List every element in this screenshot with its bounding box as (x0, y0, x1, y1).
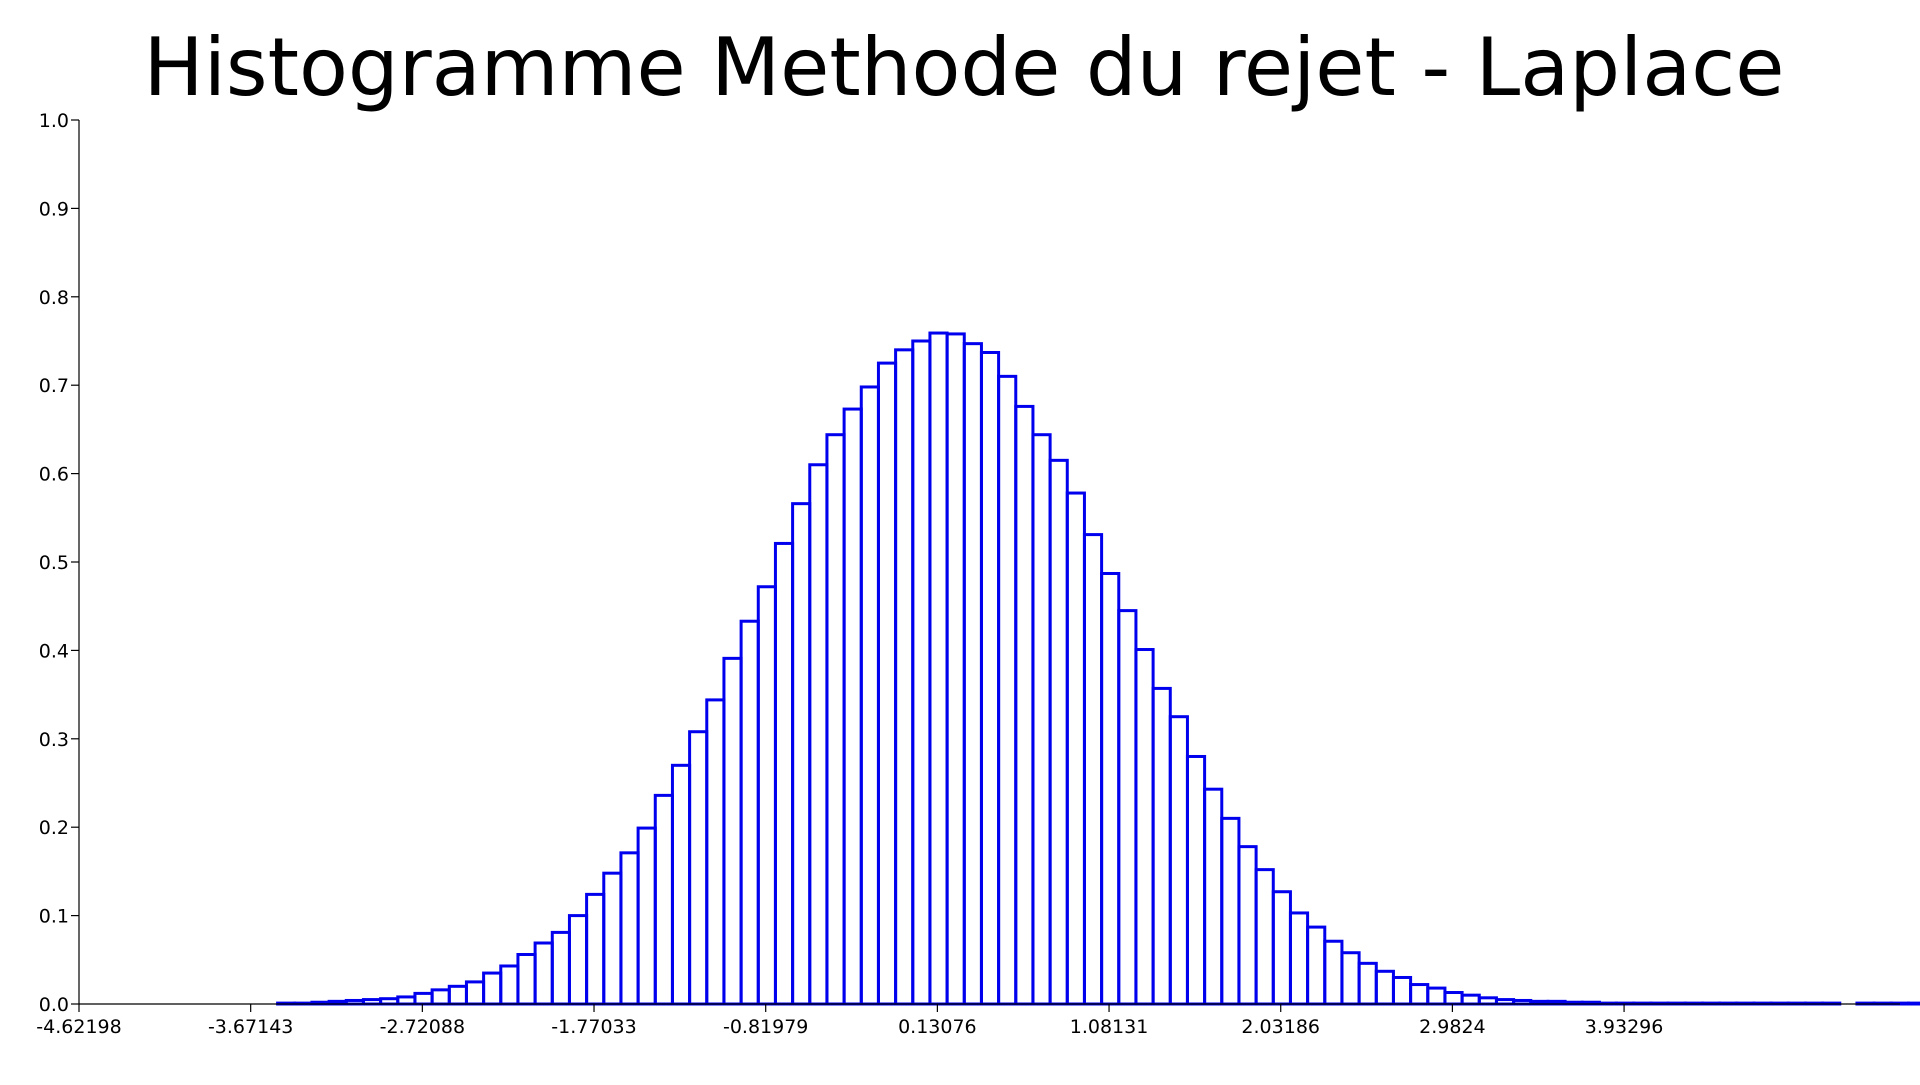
histogram-bar (842, 407, 863, 1006)
histogram-bar (739, 619, 760, 1006)
histogram-bar (1374, 969, 1395, 1006)
histogram-bar (1443, 991, 1464, 1006)
x-tick-label: -0.81979 (723, 1016, 808, 1038)
histogram-bar (894, 348, 915, 1006)
histogram-bar (499, 964, 520, 1006)
histogram-bar (396, 995, 417, 1006)
histogram-bar (670, 763, 692, 1006)
histogram-bar (1134, 648, 1155, 1006)
axes-group (78, 120, 1900, 1005)
x-tick-label: -2.72088 (380, 1016, 465, 1038)
histogram-bar (1409, 983, 1430, 1006)
histogram-bar (705, 698, 726, 1006)
histogram-bar (1906, 1001, 1920, 1006)
y-tick-label: 0.2 (39, 817, 69, 839)
x-tick-label: -3.67143 (208, 1016, 293, 1038)
histogram-bar (447, 984, 468, 1006)
histogram-bar (962, 342, 983, 1006)
histogram-bar (1323, 939, 1344, 1006)
y-tick-label: 0.7 (39, 375, 69, 397)
histogram-bar (825, 433, 846, 1006)
histogram-bar (413, 991, 434, 1006)
histogram-bar (722, 656, 743, 1006)
x-tick-label: 1.08131 (1070, 1016, 1149, 1038)
histogram-bar (1271, 890, 1292, 1006)
histogram-bar (1340, 951, 1361, 1006)
histogram-bar (464, 980, 486, 1006)
histogram-bar (773, 541, 795, 1006)
histogram-bar (928, 331, 949, 1006)
histogram-bar (1460, 993, 1481, 1006)
histogram-bar (1477, 996, 1498, 1006)
x-tick-label: -4.62198 (36, 1016, 121, 1038)
histogram-bar (1426, 986, 1447, 1006)
histogram-bar (911, 339, 932, 1006)
y-tick-label: 0.9 (39, 198, 69, 220)
histogram-bar (945, 332, 966, 1006)
histogram-bar (1048, 458, 1069, 1006)
histogram-bar (997, 374, 1018, 1006)
y-tick-label: 0.6 (39, 464, 69, 486)
histogram-bar (1100, 571, 1121, 1006)
histogram-bar (1082, 533, 1104, 1006)
y-tick-label: 0.1 (39, 906, 69, 928)
histogram-bar (859, 385, 880, 1006)
histogram-bar (756, 585, 777, 1006)
histogram-bar (361, 998, 383, 1006)
histogram-bar (636, 826, 657, 1006)
y-tick-label: 0.5 (39, 552, 69, 574)
histogram-bar (379, 997, 400, 1006)
histogram-bar (585, 892, 606, 1006)
histogram-bar (1494, 998, 1516, 1006)
histogram-bar (482, 971, 503, 1006)
x-tick-label: 2.9824 (1419, 1016, 1485, 1038)
histogram-bar (619, 851, 640, 1006)
histogram-bar (979, 350, 1001, 1006)
chart-title: Histogramme Methode du rejet - Laplace (144, 21, 1785, 114)
histogram-bar (1220, 816, 1241, 1006)
histogram-bar (1168, 715, 1189, 1006)
histogram-bar (653, 793, 674, 1006)
histogram-bar (602, 871, 623, 1006)
histogram-bar (430, 988, 451, 1006)
y-tick-label: 0.4 (39, 640, 69, 662)
histogram-bar (1357, 961, 1378, 1006)
histogram-bar (567, 914, 589, 1006)
histogram-bar (1288, 911, 1310, 1006)
y-tick-label: 0.8 (39, 287, 69, 309)
x-tick-label: 0.13076 (898, 1016, 977, 1038)
x-tick-label: 3.93296 (1585, 1016, 1664, 1038)
histogram-bar (1306, 925, 1327, 1006)
histogram-bar (791, 502, 812, 1006)
histogram-bar (1151, 686, 1172, 1006)
histogram-bar (1014, 404, 1035, 1006)
y-tick-label: 0.3 (39, 729, 69, 751)
y-ticks-group: 0.0 0.1 0.2 0.3 0.4 0.5 0.6 0.7 0.8 0.9 1.0 (39, 110, 79, 1016)
histogram-bar (516, 952, 537, 1006)
histogram-bar (1203, 787, 1224, 1006)
y-tick-label: 0.0 (39, 994, 69, 1016)
x-tick-label: 2.03186 (1241, 1016, 1320, 1038)
histogram-bar (1185, 754, 1207, 1006)
x-tick-label: -1.77033 (551, 1016, 636, 1038)
y-tick-label: 1.0 (39, 110, 69, 132)
histogram-bar (876, 361, 898, 1006)
histogram-bar (1117, 609, 1138, 1006)
bars-group (276, 331, 1920, 1006)
histogram-bar (808, 463, 829, 1006)
histogram-bar (1391, 975, 1413, 1006)
histogram-bar (1237, 845, 1258, 1006)
x-ticks-group: -4.62198 -3.67143 -2.72088 -1.77033 -0.81979… (36, 1004, 1663, 1038)
histogram-bar (688, 730, 709, 1006)
histogram-bar (550, 930, 571, 1006)
histogram-bar (533, 941, 554, 1006)
histogram-bar (1065, 491, 1086, 1006)
histogram-bar (1031, 433, 1052, 1006)
histogram-bar (1254, 868, 1275, 1006)
